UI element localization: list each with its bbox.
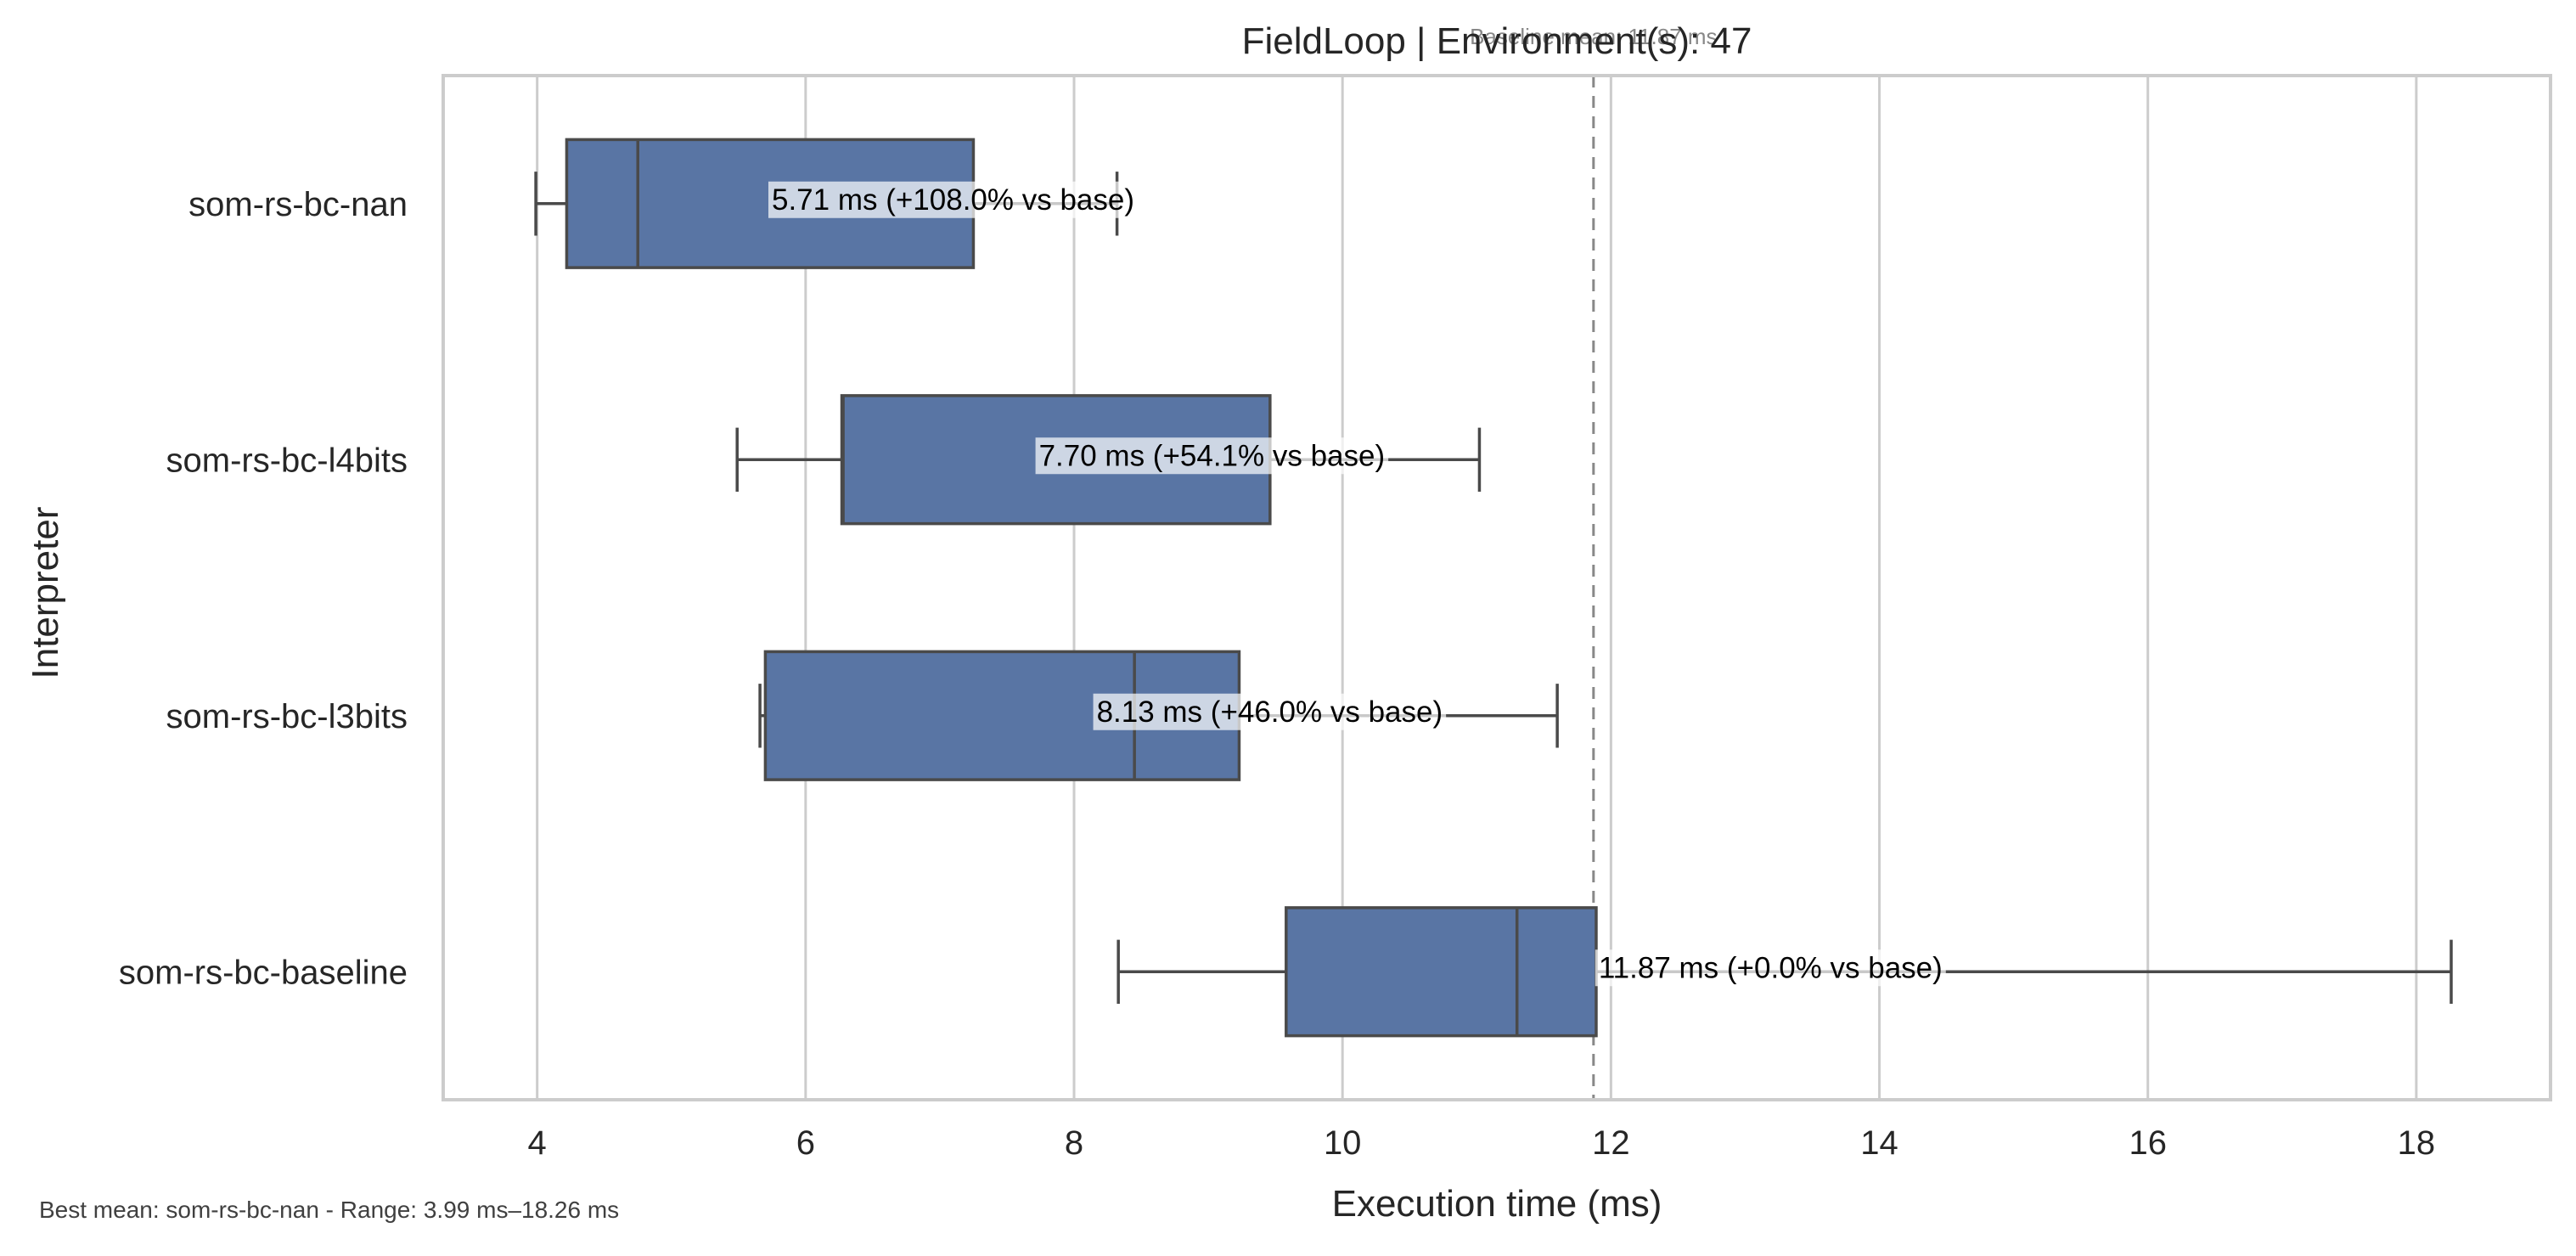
x-tick-label: 4 [528,1124,547,1162]
x-tick-label: 14 [1860,1124,1898,1162]
mean-label-text: 11.87 ms (+0.0% vs base) [1599,951,1943,984]
baseline-mean-label: Baseline mean: 11.87 ms [1470,24,1717,49]
x-axis-label: Execution time (ms) [1332,1183,1662,1225]
reference-line-group: Baseline mean: 11.87 ms [1470,24,1718,1100]
mean-label-som-rs-bc-l3bits: 8.13 ms (+46.0% vs base) [1093,693,1447,730]
mean-label-som-rs-bc-baseline: 11.87 ms (+0.0% vs base) [1595,949,1946,987]
mean-label-background [768,181,1139,218]
x-tick-label: 16 [2129,1124,2167,1162]
category-label: som-rs-bc-nan [188,186,408,223]
category-label: som-rs-bc-l3bits [166,698,408,735]
mean-label-text: 7.70 ms (+54.1% vs base) [1039,439,1386,472]
x-tick-label: 12 [1592,1124,1630,1162]
iqr-box [1285,906,1598,1038]
category-label: som-rs-bc-l4bits [166,442,408,479]
x-tick-label: 10 [1324,1124,1362,1162]
mean-label-background [1595,949,1946,987]
data-labels: 5.71 ms (+108.0% vs base) 7.70 ms (+54.1%… [768,181,1946,987]
chart-title: FieldLoop | Environment(s): 47 [1242,20,1752,62]
mean-label-som-rs-bc-l4bits: 7.70 ms (+54.1% vs base) [1035,437,1389,475]
axis-ticks: 4 6 8 10 12 14 16 18 [528,1124,2436,1162]
category-labels: som-rs-bc-nan som-rs-bc-l4bits som-rs-bc-l… [119,186,408,992]
x-tick-label: 8 [1065,1124,1083,1162]
x-tick-label: 6 [796,1124,815,1162]
mean-label-background [1035,437,1389,475]
mean-label-som-rs-bc-nan: 5.71 ms (+108.0% vs base) [768,181,1139,218]
mean-label-background [1093,693,1447,730]
y-axis-label: Interpreter [25,507,66,679]
chart-footnote: Best mean: som-rs-bc-nan - Range: 3.99 m… [39,1197,619,1223]
mean-label-text: 5.71 ms (+108.0% vs base) [772,183,1134,217]
mean-label-text: 8.13 ms (+46.0% vs base) [1097,696,1443,729]
plot-frame [442,74,2552,1101]
box-som-rs-bc-baseline [1116,906,2453,1038]
x-tick-label: 18 [2398,1124,2436,1162]
category-label: som-rs-bc-baseline [119,954,408,991]
